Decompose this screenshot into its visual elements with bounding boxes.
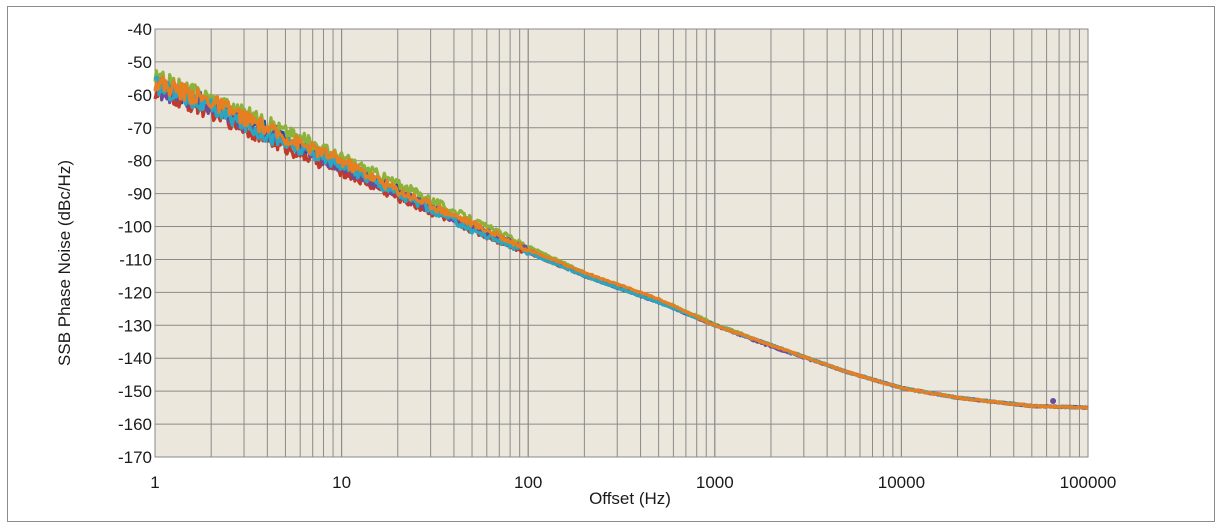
y-tick-label: -120	[118, 283, 152, 302]
x-tick-labels: 1 10 100 1000 10000 100000	[150, 473, 1116, 492]
plot-area	[154, 28, 1089, 458]
y-axis-label: SSB Phase Noise (dBc/Hz)	[55, 160, 74, 366]
x-tick-label: 1000	[696, 473, 734, 492]
y-tick-label: -80	[127, 152, 152, 171]
y-tick-label: -40	[127, 20, 152, 39]
y-tick-labels: -40 -50 -60 -70 -80 -90 -100 -110 -120 -130 -140 -1…	[118, 20, 152, 467]
y-tick-label: -100	[118, 218, 152, 237]
y-tick-label: -130	[118, 316, 152, 335]
x-axis-label: Offset (Hz)	[589, 489, 671, 508]
y-tick-label: -90	[127, 185, 152, 204]
series-group	[153, 69, 1089, 410]
y-tick-label: -70	[127, 119, 152, 138]
y-tick-label: -160	[118, 415, 152, 434]
x-tick-label: 10	[332, 473, 351, 492]
x-tick-label: 100000	[1060, 473, 1117, 492]
grid	[154, 28, 1089, 458]
x-tick-label: 100	[514, 473, 542, 492]
series-line	[153, 75, 1089, 410]
x-tick-label: 1	[150, 473, 159, 492]
y-tick-label: -110	[119, 250, 152, 269]
chart-frame: -40 -50 -60 -70 -80 -90 -100 -110 -120 -130 -140 -1…	[7, 6, 1215, 522]
y-tick-label: -60	[127, 86, 152, 105]
y-tick-label: -150	[118, 382, 152, 401]
x-tick-label: 10000	[878, 473, 925, 492]
y-tick-label: -140	[118, 349, 152, 368]
phase-noise-chart: -40 -50 -60 -70 -80 -90 -100 -110 -120 -130 -140 -1…	[55, 20, 1116, 508]
y-tick-label: -170	[118, 448, 152, 467]
y-tick-label: -50	[127, 53, 152, 72]
series-marker	[1050, 398, 1057, 405]
